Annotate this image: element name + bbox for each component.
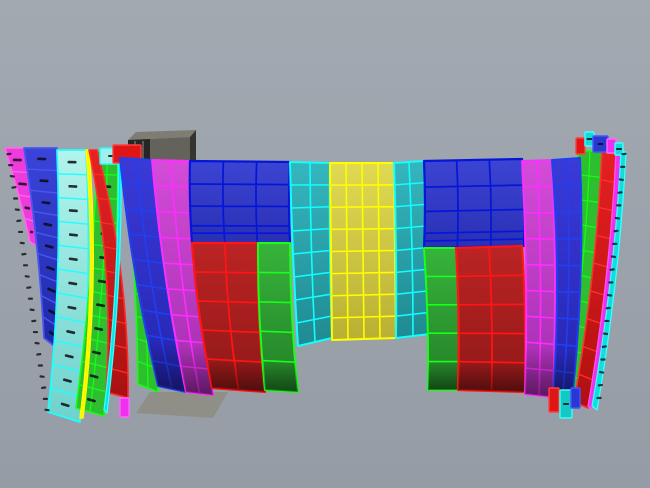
left-strip-cyan-line xyxy=(103,149,122,414)
right-tip-blue xyxy=(570,387,581,409)
panel-id-marks xyxy=(12,158,34,234)
wall-col-magenta-left xyxy=(151,159,214,396)
wall-panels-red-right xyxy=(454,244,527,394)
wall-panels-blue-left xyxy=(188,159,292,245)
wall-panels-red-left xyxy=(190,241,267,394)
left-edge-id-marks xyxy=(6,152,50,412)
ground-shadow xyxy=(136,392,228,418)
wall-col-blue-left xyxy=(119,157,187,393)
wall-col-green-left xyxy=(256,242,299,393)
wall-panels-blue-right xyxy=(422,157,526,250)
wall-col-yellow-center xyxy=(329,162,397,341)
wall-col-magenta-right xyxy=(521,159,557,398)
right-tip-cyan xyxy=(559,389,573,419)
left-tip-magenta xyxy=(119,397,130,418)
left-strip-yellow-line xyxy=(79,149,95,419)
right-cap-red xyxy=(575,137,586,155)
wall-col-teal-left xyxy=(289,161,333,347)
right-cap-blue xyxy=(592,135,609,153)
right-cap-cyan-2 xyxy=(614,142,624,156)
right-tip-red xyxy=(548,387,560,413)
right-strip-cyan-line xyxy=(591,151,627,411)
right-cap-cyan xyxy=(584,131,595,147)
wall-col-green-right xyxy=(423,247,460,391)
right-edge-id-marks xyxy=(596,152,627,400)
left-strip-cyan xyxy=(47,149,90,423)
panel-id-marks xyxy=(60,160,78,408)
